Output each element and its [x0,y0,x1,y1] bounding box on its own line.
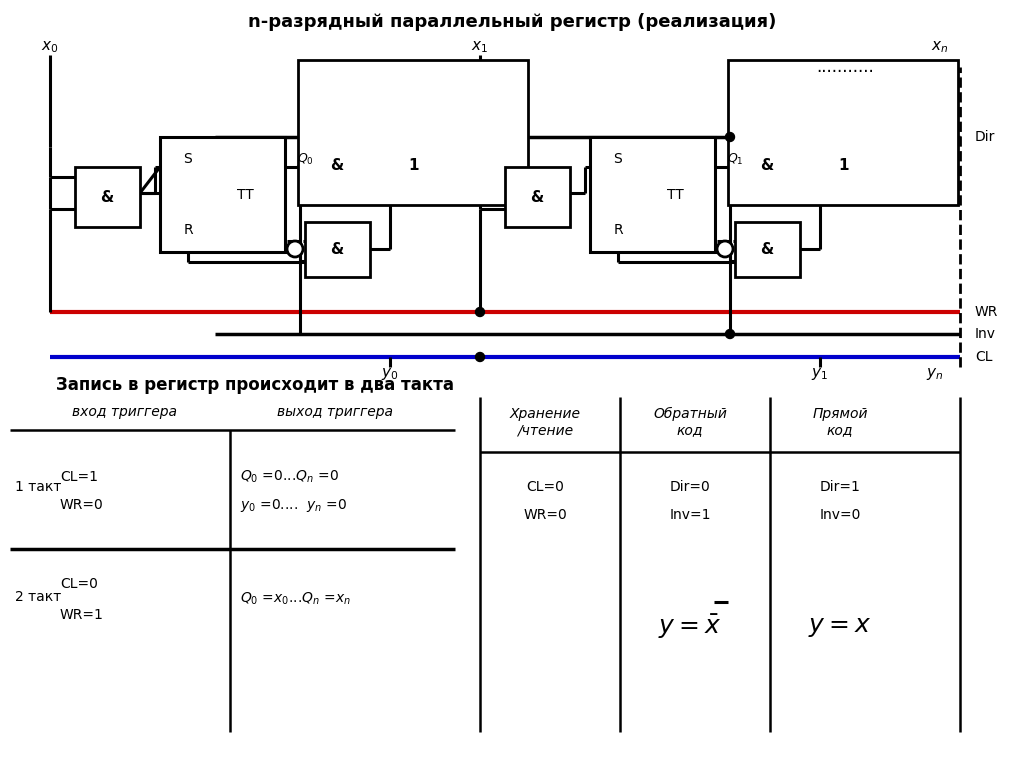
Text: $Q_1$: $Q_1$ [727,151,743,166]
Text: 1: 1 [409,157,419,173]
Text: &: & [761,242,773,258]
Circle shape [287,241,303,257]
Text: ...........: ........... [816,58,873,76]
Text: 2 такт: 2 такт [15,590,61,604]
Text: Запись в регистр происходит в два такта: Запись в регистр происходит в два такта [56,376,454,394]
Text: $y_0$: $y_0$ [381,366,398,382]
Bar [590,137,715,252]
Text: Dir: Dir [975,130,995,144]
Text: CL=0: CL=0 [526,480,564,494]
Circle shape [475,308,484,317]
Text: 1 такт: 1 такт [15,480,61,494]
Text: $y = \bar{x}$: $y = \bar{x}$ [658,613,722,641]
Text: Хранение
/чтение: Хранение /чтение [510,407,581,437]
Text: Inv: Inv [975,327,996,341]
Text: выход триггера: выход триггера [278,405,393,419]
Text: $Q_0$ =$x_0$...$Q_n$ =$x_n$: $Q_0$ =$x_0$...$Q_n$ =$x_n$ [240,591,351,607]
Circle shape [725,133,734,141]
Text: S: S [183,152,193,166]
Text: $Q_0$ =0...$Q_n$ =0: $Q_0$ =0...$Q_n$ =0 [240,469,339,486]
Text: $y=x$: $y=x$ [808,615,871,639]
Text: &: & [331,157,344,173]
Text: вход триггера: вход триггера [73,405,177,419]
Text: 1: 1 [839,157,849,173]
Text: WR=0: WR=0 [523,508,567,522]
Text: &: & [761,157,773,173]
Text: S: S [613,152,623,166]
Bar [305,222,370,277]
Text: R: R [613,223,623,237]
Circle shape [725,330,734,338]
Text: CL=1: CL=1 [60,470,98,484]
Bar [735,222,800,277]
Text: CL: CL [975,350,992,364]
Bar [505,167,570,227]
Circle shape [475,353,484,361]
Text: Прямой
код: Прямой код [812,407,867,437]
Text: &: & [331,242,344,258]
Text: Inv=0: Inv=0 [819,508,861,522]
Text: CL=0: CL=0 [60,577,98,591]
Bar [298,60,528,205]
Text: $x_1$: $x_1$ [471,39,488,55]
Text: $x_n$: $x_n$ [931,39,948,55]
Text: Dir=1: Dir=1 [819,480,860,494]
Text: WR: WR [975,305,998,319]
Bar [735,137,800,192]
Bar [305,137,370,192]
Text: Dir=0: Dir=0 [670,480,711,494]
Text: &: & [100,189,114,205]
Bar [728,60,958,205]
Bar [812,137,877,192]
Text: $y_1$: $y_1$ [811,366,828,382]
Text: $y_n$: $y_n$ [927,366,944,382]
Text: Inv=1: Inv=1 [670,508,711,522]
Text: WR=1: WR=1 [60,608,103,622]
Text: WR=0: WR=0 [60,498,103,512]
Text: $x_0$: $x_0$ [41,39,58,55]
Text: $Q_0$: $Q_0$ [297,151,313,166]
Text: TT: TT [667,188,683,202]
Circle shape [717,241,733,257]
Bar [75,167,140,227]
Text: R: R [183,223,193,237]
Bar [382,137,447,192]
Text: $y_0$ =0....  $y_n$ =0: $y_0$ =0.... $y_n$ =0 [240,496,347,513]
Text: n-разрядный параллельный регистр (реализация): n-разрядный параллельный регистр (реализ… [248,13,776,31]
Text: Обратный
код: Обратный код [653,407,727,437]
Text: TT: TT [237,188,253,202]
Text: &: & [530,189,544,205]
Bar [160,137,285,252]
